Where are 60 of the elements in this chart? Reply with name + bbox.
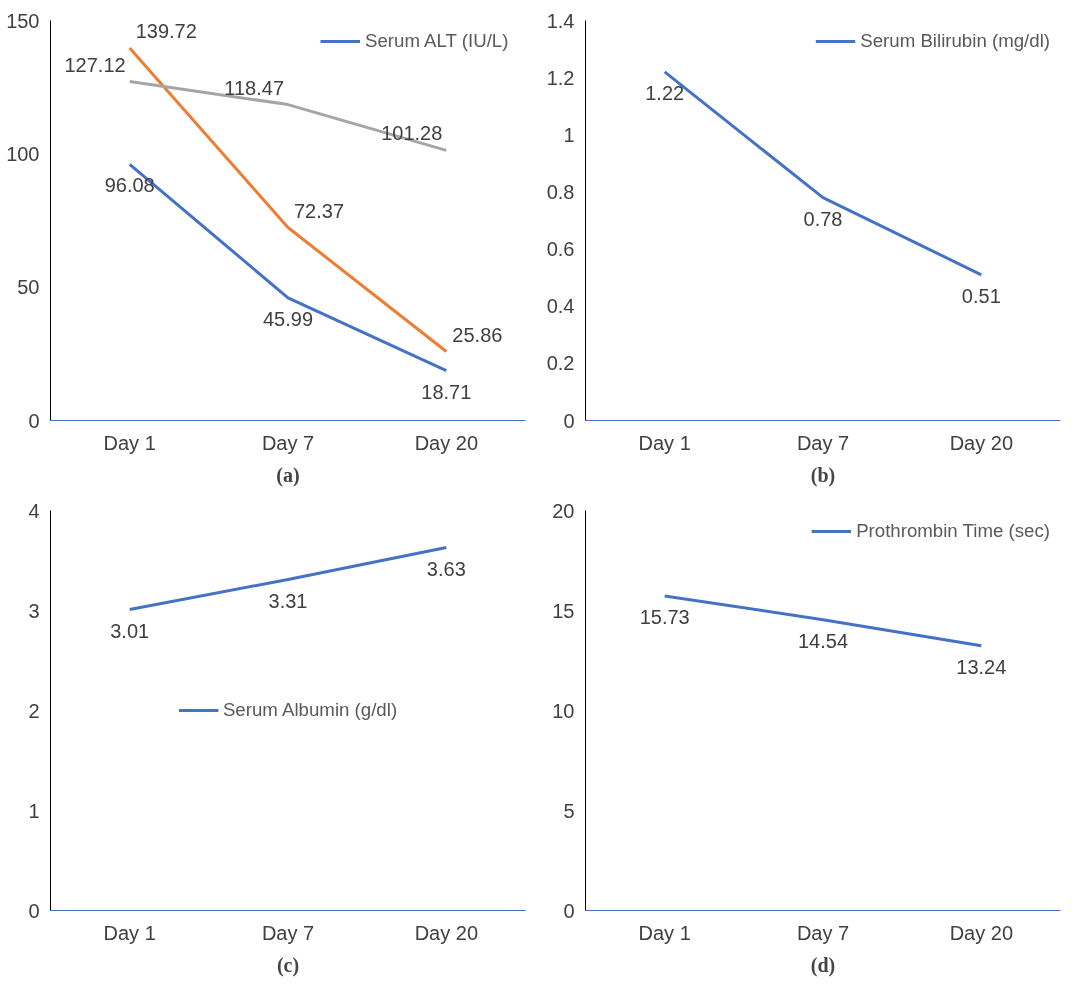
- data-label: 0.51: [961, 284, 1001, 307]
- y-tick-label: 50: [17, 276, 40, 299]
- y-tick-label: 1.4: [546, 9, 575, 32]
- y-tick-label: 20: [552, 499, 575, 522]
- legend-label: Prothrombin Time (sec): [856, 520, 1050, 542]
- data-label: 3.63: [426, 557, 466, 580]
- data-label: 118.47: [224, 76, 284, 99]
- x-tick-label: Day 20: [414, 921, 479, 944]
- legend-label: Serum Albumin (g/dl): [222, 699, 398, 721]
- y-tick-label: 0: [28, 409, 40, 432]
- data-label: 0.78: [803, 207, 843, 230]
- data-label: 25.86: [452, 323, 503, 346]
- data-label: 45.99: [262, 307, 314, 330]
- text: (b): [810, 463, 836, 487]
- y-tick-label: 0.4: [546, 295, 575, 318]
- x-tick-label: Day 1: [638, 921, 691, 944]
- data-label: 96.08: [104, 174, 155, 197]
- y-tick-label: 100: [6, 142, 40, 165]
- y-tick-label: 1: [563, 123, 575, 146]
- legend-label: Serum Bilirubin (mg/dl): [860, 30, 1050, 52]
- data-label: 72.37: [294, 199, 345, 222]
- y-tick-label: 0.8: [546, 180, 575, 203]
- data-label: 13.24: [956, 655, 1007, 678]
- x-tick-label: Day 7: [796, 921, 850, 944]
- x-tick-label: Day 1: [103, 431, 156, 454]
- data-label: 127.12: [64, 53, 126, 76]
- data-label: 1.22: [645, 81, 685, 104]
- y-tick-label: 1.2: [546, 66, 575, 89]
- y-tick-label: 0: [563, 899, 575, 922]
- text: (c): [276, 953, 300, 977]
- y-tick-label: 1: [28, 799, 40, 822]
- data-label: 14.54: [797, 629, 849, 652]
- data-label: 15.73: [639, 605, 690, 628]
- data-label: 139.72: [135, 19, 197, 42]
- x-tick-label: Day 7: [261, 921, 315, 944]
- y-tick-label: 3: [28, 599, 40, 622]
- y-tick-label: 0: [563, 409, 575, 432]
- y-tick-label: 150: [6, 9, 40, 32]
- text: (d): [810, 953, 836, 977]
- y-tick-label: 15: [552, 599, 575, 622]
- y-tick-label: 10: [552, 699, 575, 722]
- x-tick-label: Day 20: [949, 431, 1014, 454]
- data-label: 101.28: [381, 122, 443, 145]
- x-tick-label: Day 20: [949, 921, 1014, 944]
- data-label: 3.01: [110, 619, 150, 642]
- x-tick-label: Day 1: [638, 431, 691, 454]
- x-tick-label: Day 7: [261, 431, 315, 454]
- data-label: 18.71: [421, 380, 472, 403]
- x-tick-label: Day 7: [796, 431, 850, 454]
- x-tick-label: Day 1: [103, 921, 156, 944]
- legend-label: Serum ALT (IU/L): [365, 30, 510, 52]
- y-tick-label: 4: [28, 499, 40, 522]
- y-tick-label: 0: [28, 899, 40, 922]
- y-tick-label: 0.2: [546, 352, 575, 375]
- y-tick-label: 0.6: [546, 238, 575, 261]
- x-tick-label: Day 20: [414, 431, 479, 454]
- y-tick-label: 2: [28, 699, 40, 722]
- data-label: 3.31: [268, 589, 308, 612]
- text: (a): [276, 463, 300, 487]
- y-tick-label: 5: [563, 799, 575, 822]
